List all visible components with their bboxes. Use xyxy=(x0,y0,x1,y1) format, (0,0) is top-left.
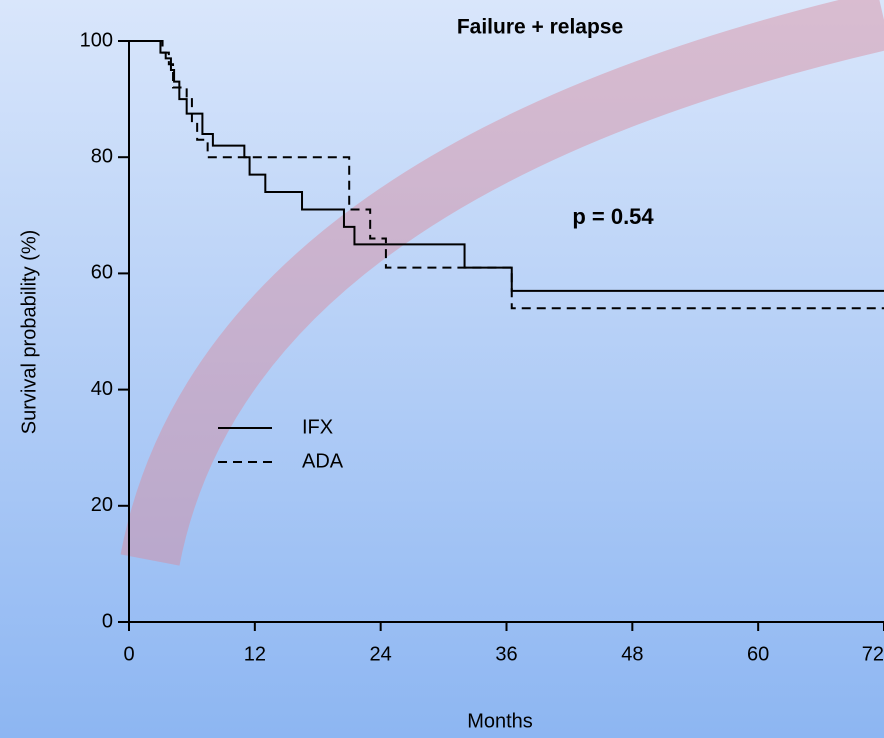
x-tick-label: 12 xyxy=(244,643,266,665)
x-tick-label: 36 xyxy=(495,643,517,665)
y-tick-label: 100 xyxy=(80,29,113,51)
y-tick-label: 0 xyxy=(102,610,113,632)
y-tick-label: 40 xyxy=(91,378,113,400)
x-tick-label: 24 xyxy=(370,643,392,665)
survival-curve xyxy=(129,40,884,310)
legend-label: IFX xyxy=(302,416,333,438)
legend-label: ADA xyxy=(302,450,344,472)
x-tick-label: 60 xyxy=(747,643,769,665)
x-tick-label: 48 xyxy=(621,643,643,665)
y-tick-label: 60 xyxy=(91,262,113,284)
y-tick-label: 80 xyxy=(91,145,113,167)
x-axis-label: Months xyxy=(467,710,533,732)
y-axis-label: Survival probability (%) xyxy=(18,230,40,435)
x-tick-label: 72 xyxy=(862,643,884,665)
annotation: p = 0.54 xyxy=(572,204,654,229)
watermark xyxy=(120,0,884,566)
x-tick-label: 0 xyxy=(123,643,134,665)
chart-title: Failure + relapse xyxy=(457,16,623,39)
y-tick-label: 20 xyxy=(91,494,113,516)
